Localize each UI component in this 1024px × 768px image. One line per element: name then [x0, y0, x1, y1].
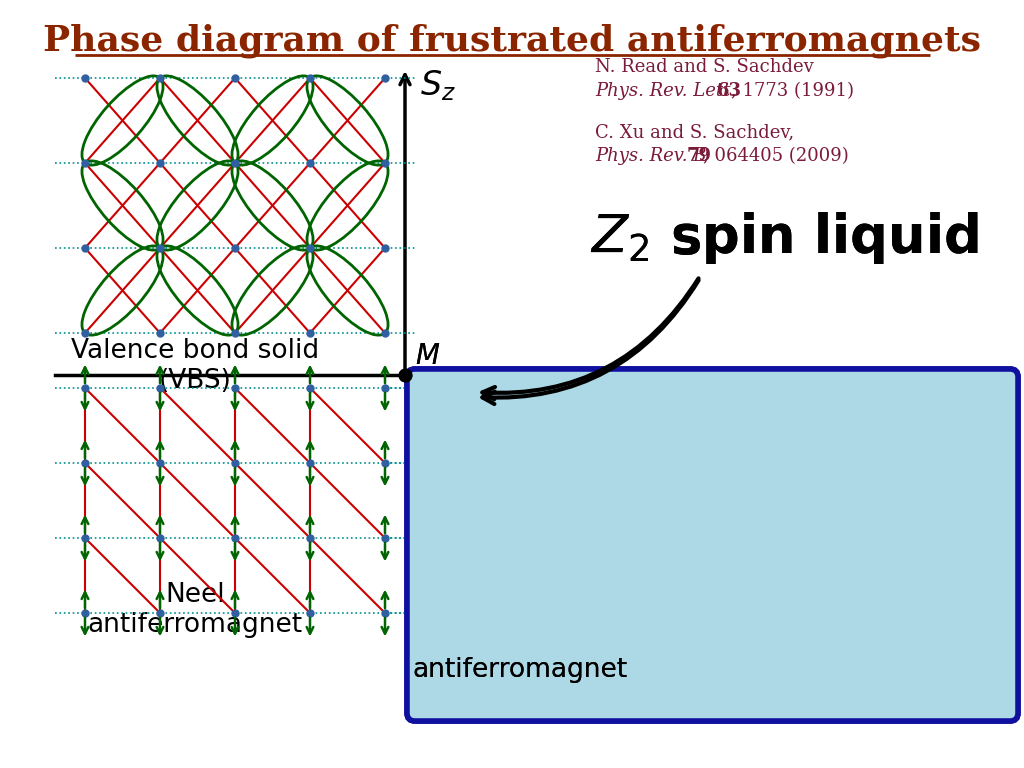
Text: $M$: $M$ — [415, 343, 440, 370]
Text: C. Xu and S. Sachdev,: C. Xu and S. Sachdev, — [595, 123, 795, 141]
Text: Phys. Rev. Lett.: Phys. Rev. Lett. — [595, 82, 741, 100]
Text: Phase diagram of frustrated antiferromagnets: Phase diagram of frustrated antiferromag… — [43, 23, 981, 58]
FancyBboxPatch shape — [407, 369, 1018, 721]
Text: Valence bond solid
(VBS): Valence bond solid (VBS) — [71, 338, 319, 394]
Text: 63: 63 — [717, 82, 742, 100]
Text: Neel
antiferromagnet: Neel antiferromagnet — [87, 582, 302, 638]
Text: , 064405 (2009): , 064405 (2009) — [703, 147, 849, 165]
Text: 79: 79 — [687, 147, 712, 165]
Text: N. Read and S. Sachdev: N. Read and S. Sachdev — [595, 58, 814, 76]
Text: $Z_2$ spin liquid: $Z_2$ spin liquid — [590, 210, 979, 266]
Text: antiferromagnet: antiferromagnet — [413, 657, 628, 683]
Text: $Z_2$ spin liquid: $Z_2$ spin liquid — [590, 210, 979, 266]
Text: $M$: $M$ — [415, 343, 440, 370]
Text: , 1773 (1991): , 1773 (1991) — [731, 82, 854, 100]
Text: $\mathit{S}_{\mathit{z}}$: $\mathit{S}_{\mathit{z}}$ — [420, 68, 456, 103]
FancyBboxPatch shape — [407, 369, 1018, 721]
Text: antiferromagnet: antiferromagnet — [413, 657, 628, 683]
Text: Phys. Rev. B: Phys. Rev. B — [595, 147, 713, 165]
